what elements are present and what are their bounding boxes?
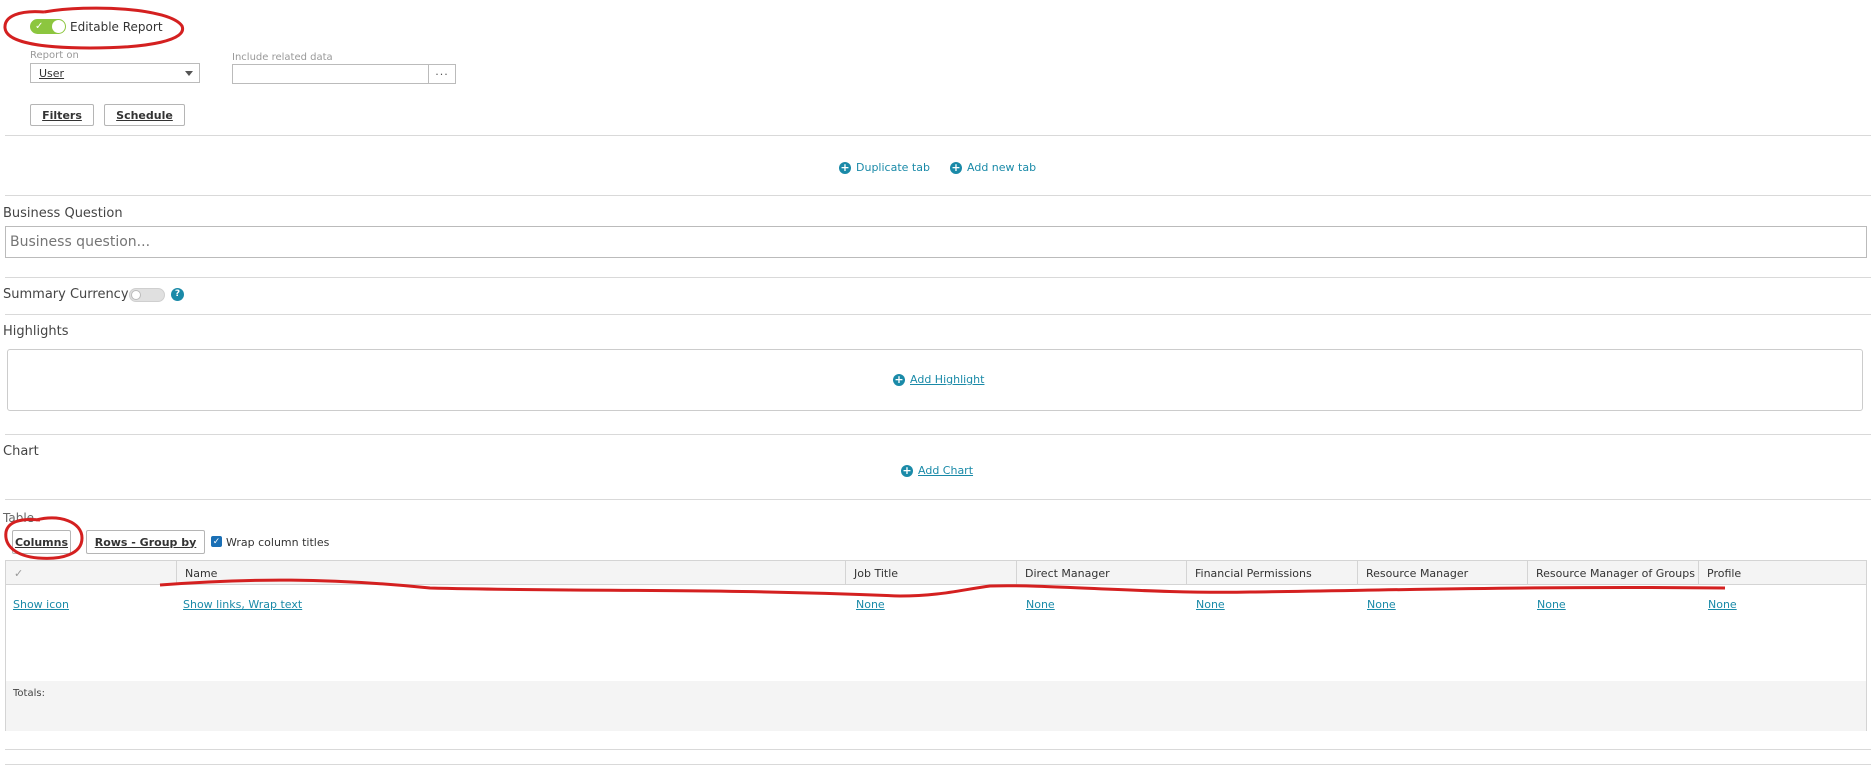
direct-manager-none-link[interactable]: None xyxy=(1026,598,1055,611)
plus-circle-icon: + xyxy=(950,161,962,174)
check-icon: ✓ xyxy=(35,21,44,32)
divider xyxy=(5,434,1871,435)
add-highlight-button[interactable]: + Add Highlight xyxy=(893,373,984,386)
column-header-direct-manager[interactable]: Direct Manager xyxy=(1016,561,1186,585)
summary-currency-toggle[interactable] xyxy=(129,288,165,302)
plus-circle-icon: + xyxy=(901,464,913,477)
wrap-column-titles-label: Wrap column titles xyxy=(226,536,330,549)
column-header-name[interactable]: Name xyxy=(176,561,845,585)
plus-circle-icon: + xyxy=(839,161,851,174)
divider xyxy=(5,277,1871,278)
report-on-value: User xyxy=(39,67,65,80)
totals-label: Totals: xyxy=(13,688,45,699)
divider xyxy=(5,749,1871,750)
table-row: Show icon Show links, Wrap text None Non… xyxy=(6,585,1866,681)
plus-circle-icon: + xyxy=(893,373,905,386)
show-links-wrap-text-link[interactable]: Show links, Wrap text xyxy=(183,598,303,611)
column-header-profile[interactable]: Profile xyxy=(1698,561,1866,585)
column-header-job-title[interactable]: Job Title xyxy=(845,561,1016,585)
summary-currency-label: Summary Currency xyxy=(3,287,129,302)
toggle-knob xyxy=(52,20,65,33)
add-new-tab-label: Add new tab xyxy=(967,161,1037,174)
show-icon-link[interactable]: Show icon xyxy=(13,598,69,611)
divider xyxy=(5,499,1871,500)
add-chart-label: Add Chart xyxy=(918,464,974,477)
chart-label: Chart xyxy=(3,444,39,459)
table-header: ✓ Name Job Title Direct Manager Financia… xyxy=(6,561,1866,585)
add-chart-button[interactable]: + Add Chart xyxy=(901,464,973,477)
add-new-tab-button[interactable]: + Add new tab xyxy=(950,161,1036,174)
select-column-header[interactable]: ✓ xyxy=(6,561,176,585)
data-table: ✓ Name Job Title Direct Manager Financia… xyxy=(5,560,1867,731)
ellipsis-icon: ··· xyxy=(435,67,449,81)
toggle-knob xyxy=(131,290,141,300)
check-icon: ✓ xyxy=(14,566,24,580)
chevron-down-icon xyxy=(185,71,193,76)
include-related-picker-button[interactable]: ··· xyxy=(428,64,456,84)
resource-manager-of-groups-none-link[interactable]: None xyxy=(1537,598,1566,611)
include-related-label: Include related data xyxy=(232,52,333,63)
highlights-panel xyxy=(7,349,1863,411)
filters-button[interactable]: Filters xyxy=(30,104,94,126)
totals-row: Totals: xyxy=(6,681,1866,731)
wrap-column-titles-checkbox[interactable]: ✓ xyxy=(211,536,222,547)
resource-manager-none-link[interactable]: None xyxy=(1367,598,1396,611)
add-highlight-label: Add Highlight xyxy=(910,373,985,386)
report-on-label: Report on xyxy=(30,50,79,61)
business-question-label: Business Question xyxy=(3,206,123,221)
divider xyxy=(5,135,1871,136)
business-question-input[interactable] xyxy=(5,226,1867,258)
schedule-button[interactable]: Schedule xyxy=(104,104,185,126)
editable-report-label: Editable Report xyxy=(70,20,163,34)
report-on-select[interactable]: User xyxy=(30,63,200,83)
divider xyxy=(5,195,1871,196)
divider xyxy=(5,764,1871,765)
duplicate-tab-button[interactable]: + Duplicate tab xyxy=(839,161,930,174)
duplicate-tab-label: Duplicate tab xyxy=(856,161,930,174)
divider xyxy=(5,314,1871,315)
help-icon[interactable]: ? xyxy=(171,288,184,301)
rows-group-by-button[interactable]: Rows - Group by xyxy=(86,530,205,554)
include-related-input[interactable] xyxy=(232,64,429,84)
job-title-none-link[interactable]: None xyxy=(856,598,885,611)
financial-permissions-none-link[interactable]: None xyxy=(1196,598,1225,611)
table-label: Table xyxy=(3,511,35,525)
profile-none-link[interactable]: None xyxy=(1708,598,1737,611)
highlights-label: Highlights xyxy=(3,324,69,339)
column-header-financial-permissions[interactable]: Financial Permissions xyxy=(1186,561,1357,585)
column-header-resource-manager[interactable]: Resource Manager xyxy=(1357,561,1527,585)
columns-button[interactable]: Columns xyxy=(12,530,71,554)
column-header-resource-manager-of-groups[interactable]: Resource Manager of Groups xyxy=(1527,561,1698,585)
editable-report-toggle[interactable]: ✓ xyxy=(30,19,66,34)
